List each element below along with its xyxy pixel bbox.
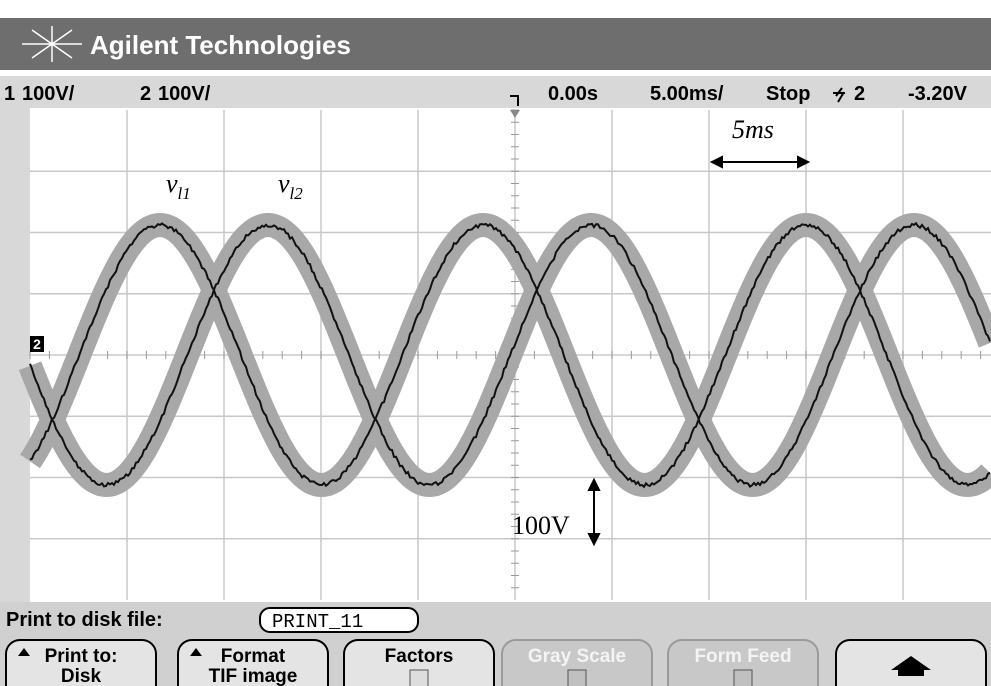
softkey-label: Form Feed <box>694 646 791 667</box>
softkey-label: Format <box>221 646 286 667</box>
brand: Agilent Technologies <box>90 30 351 60</box>
softkey-checkbox <box>734 670 752 686</box>
softkey-label: Print to: <box>45 646 118 667</box>
softkey-label: Gray Scale <box>528 646 626 667</box>
wave2-symbol: v <box>278 169 290 198</box>
left-margin <box>0 108 30 602</box>
voltage-span-label: 100V <box>512 511 570 540</box>
file-name: PRINT_11 <box>272 611 363 633</box>
softkey-label: TIF image <box>209 666 298 686</box>
scope-screen: Agilent Technologies 1 100V/ 2 100V/ 0.0… <box>0 0 991 686</box>
time-span-label: 5ms <box>732 115 774 144</box>
ch2-scale: 100V/ <box>158 83 211 105</box>
ch1-scale: 100V/ <box>22 83 75 105</box>
softkey-checkbox <box>410 670 428 686</box>
trigger-channel: 2 <box>854 83 865 105</box>
softkey-label: Disk <box>61 666 102 686</box>
trigger-level: -3.20V <box>908 83 968 105</box>
run-state: Stop <box>766 83 810 105</box>
wave2-subscript: l2 <box>290 184 304 203</box>
ch1: 1 <box>4 83 15 105</box>
delay: 0.00s <box>548 83 598 105</box>
ground-marker: 2 <box>33 336 41 352</box>
ch2: 2 <box>140 83 151 105</box>
softkey-label: Factors <box>385 646 454 667</box>
timebase: 5.00ms/ <box>650 83 724 105</box>
wave1-subscript: l1 <box>178 184 191 203</box>
file-label: Print to disk file: <box>6 609 163 631</box>
softkey-checkbox <box>568 670 586 686</box>
wave1-symbol: v <box>166 169 178 198</box>
